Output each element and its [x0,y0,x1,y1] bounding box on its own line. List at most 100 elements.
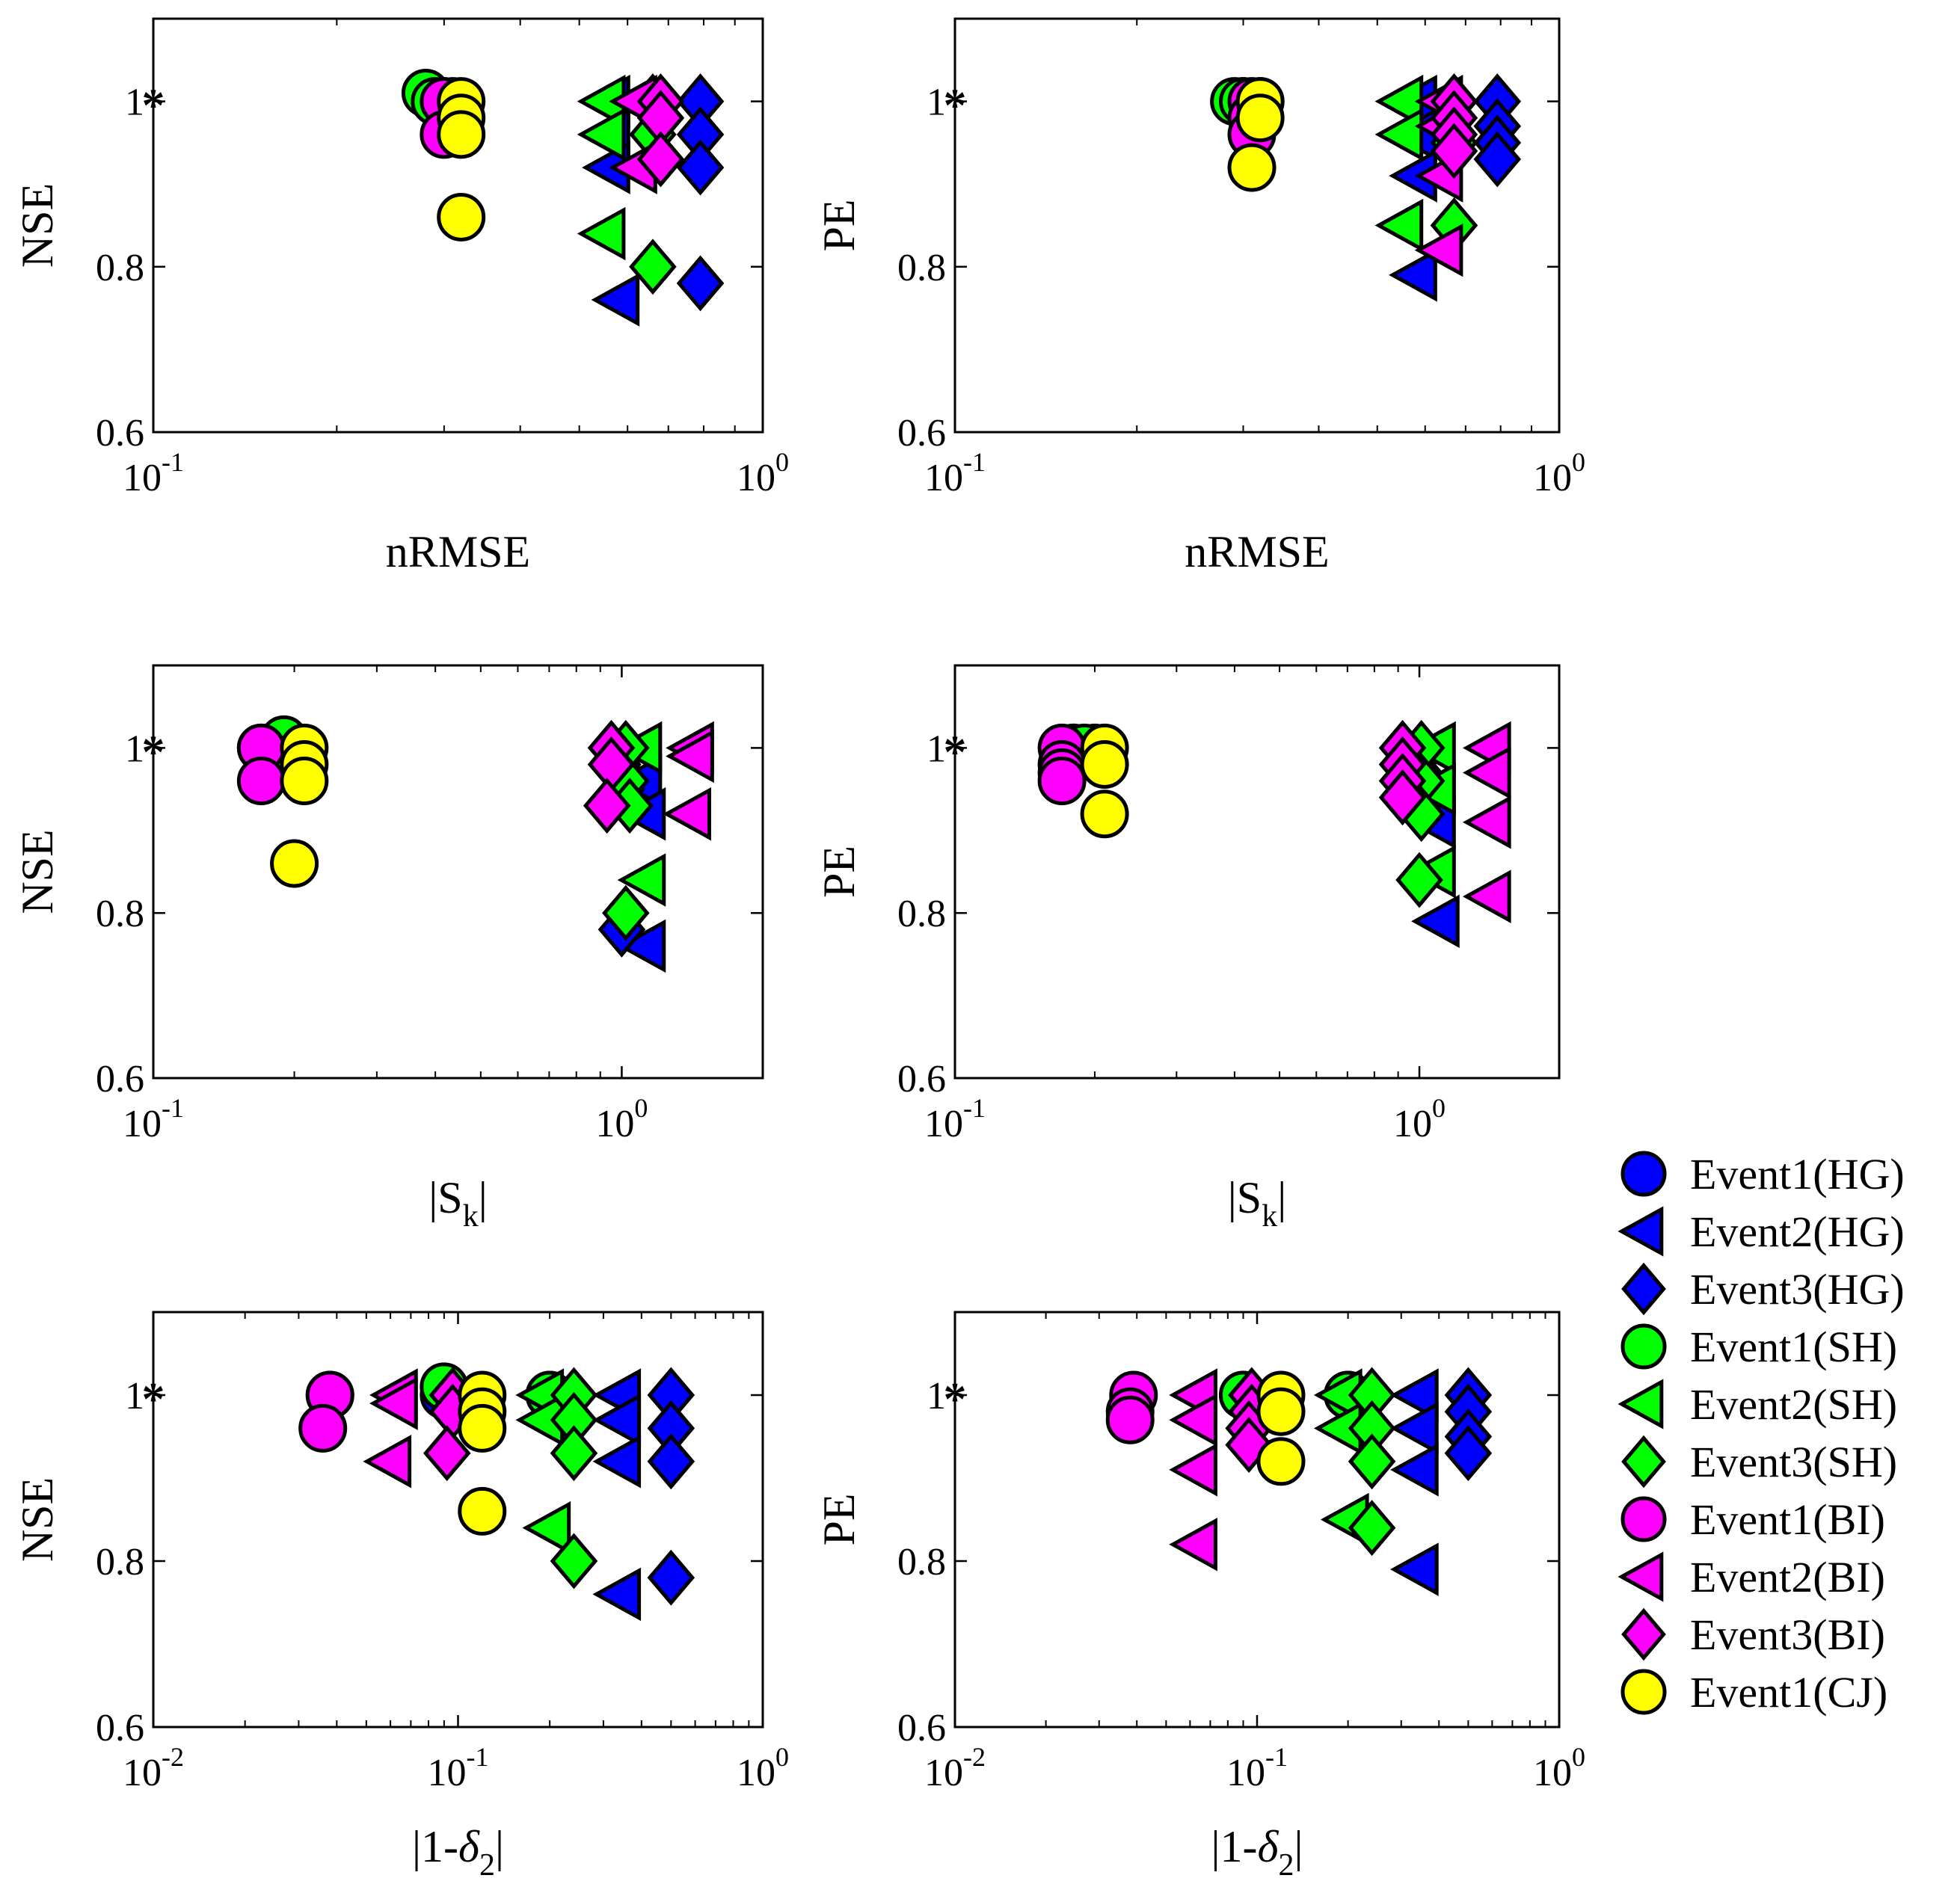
data-point-event2-sh- [577,108,626,161]
data-point-event3-bi- [636,131,685,188]
x-tick-label: 100 [1533,447,1585,499]
x-tick-label: 10-2 [123,1742,184,1794]
y-axis-label: NSE [13,183,62,268]
legend-marker [1620,1323,1667,1370]
reference-marker: * [142,1374,165,1425]
data-point-event3-bi- [583,778,631,834]
y-tick-label: 1 [125,1375,144,1418]
data-point-event2-hg- [591,273,640,327]
data-point-event1-cj- [458,1403,507,1453]
legend-label: Event1(HG) [1690,1150,1905,1198]
data-point-event3-hg- [647,1433,695,1490]
x-tick-label: 100 [737,447,789,499]
y-axis-label: PE [814,1493,864,1545]
data-point-event3-bi- [423,1425,471,1482]
x-axis-label: |1-δ2| [412,1822,504,1883]
data-point-event3-hg- [676,139,725,196]
x-tick-label: 10-1 [924,1093,986,1145]
data-point-event1-cj- [270,839,319,888]
reference-marker: * [944,1374,967,1425]
panel-nse-vs-delta: 10-2 10-1 100 0.6 0.8 1* NSE |1-δ2| [13,1311,789,1883]
y-axis-label: PE [814,199,864,251]
data-point-event1-cj- [1080,739,1129,789]
x-tick-label: 100 [595,1093,648,1145]
data-point-event1-cj- [1235,93,1285,143]
data-point-event2-bi- [666,729,714,784]
legend-marker [1618,1551,1664,1602]
minor-ticks [1136,19,1533,432]
data-point-event1-cj- [280,757,329,806]
data-point-event2-bi- [363,1435,412,1489]
legend-item: Event2(BI) [1618,1551,1885,1602]
minor-ticks [1045,1312,1546,1727]
data-point-event3-hg- [1473,131,1522,188]
data-point-event3-hg- [647,1549,695,1606]
data-point-event1-cj- [437,110,486,159]
data-point-event2-bi- [1462,869,1511,923]
y-tick-label: 0.8 [897,1541,946,1583]
data-point-event3-hg- [1444,1425,1493,1482]
data-point-event2-hg- [592,1393,642,1447]
data-markers [401,69,725,327]
y-tick-label: 0.8 [96,893,144,935]
data-point-event1-cj- [1256,1387,1306,1436]
panel-pe-vs-delta: 10-2 10-1 100 0.6 0.8 1* PE |1-δ2| [814,1311,1585,1883]
x-tick-label: 10-1 [123,1093,184,1145]
data-markers [236,715,714,973]
legend-label: Event1(CJ) [1690,1668,1887,1717]
data-point-event3-sh- [629,238,677,295]
data-point-event2-sh- [1374,108,1424,161]
data-markers [1105,1367,1493,1596]
data-point-event3-bi- [1430,123,1478,179]
legend-marker [1618,1206,1664,1257]
y-tick-label: 1 [125,81,144,124]
data-point-event3-sh- [550,1533,598,1589]
y-tick-label: 1 [125,727,144,770]
y-tick-label: 0.8 [96,247,144,289]
data-point-event2-hg- [1389,248,1437,302]
data-point-event3-sh- [1395,852,1443,908]
data-point-event2-bi- [1169,1518,1217,1572]
minor-ticks [244,1312,750,1727]
minor-ticks [336,19,736,432]
data-point-event2-sh- [522,1501,571,1555]
data-point-event2-bi- [369,1376,418,1430]
y-tick-label: 0.6 [96,1058,144,1101]
data-point-event3-sh- [550,1425,598,1482]
minor-ticks [1093,665,1399,1078]
legend-item: Event1(SH) [1620,1323,1897,1371]
legend-label: Event3(BI) [1690,1610,1885,1659]
y-tick-label: 1 [927,727,946,770]
data-point-event3-hg- [676,255,725,312]
x-tick-label: 10-2 [924,1742,986,1794]
data-markers [1037,719,1511,948]
data-point-event2-hg- [1390,1368,1439,1422]
reference-marker: * [142,727,165,778]
panel-nse-vs-skewness: 10-1 100 0.6 0.8 1* NSE |Sk| [13,664,764,1234]
data-point-event2-bi- [1462,795,1511,849]
y-tick-label: 0.6 [96,412,144,455]
panel-pe-vs-nrmse: 10-1 100 0.6 0.8 1* PE nRMSE [814,17,1585,576]
legend-item: Event2(SH) [1618,1379,1897,1429]
legend-item: Event1(CJ) [1620,1668,1887,1717]
legend-label: Event2(SH) [1690,1380,1897,1429]
plot-area [953,664,1561,1080]
y-tick-label: 0.8 [897,893,946,935]
legend: Event1(HG) Event2(HG) Event3(HG) Event1(SH)… [1618,1150,1905,1717]
y-tick-label: 0.8 [96,1541,144,1583]
reference-marker: * [944,81,967,132]
legend-label: Event2(BI) [1690,1553,1885,1601]
y-axis-label: PE [814,846,864,898]
data-point-event2-bi- [1414,223,1463,277]
data-point-event3-sh- [602,884,650,941]
x-tick-label: 100 [737,1742,789,1794]
data-point-event1-cj- [1227,143,1277,192]
y-tick-label: 1 [927,1375,946,1418]
data-markers [1210,73,1522,302]
reference-marker: * [944,727,967,778]
legend-item: Event1(HG) [1620,1150,1905,1198]
data-point-event1-bi- [1037,757,1087,806]
data-point-event2-sh- [617,853,666,907]
legend-item: Event3(HG) [1621,1262,1905,1316]
